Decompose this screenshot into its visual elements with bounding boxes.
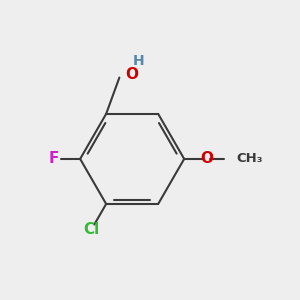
Text: CH₃: CH₃	[236, 152, 263, 165]
Text: O: O	[125, 67, 138, 82]
Text: Cl: Cl	[83, 222, 99, 237]
Text: O: O	[200, 152, 213, 166]
Text: H: H	[133, 54, 145, 68]
Text: F: F	[48, 152, 59, 166]
